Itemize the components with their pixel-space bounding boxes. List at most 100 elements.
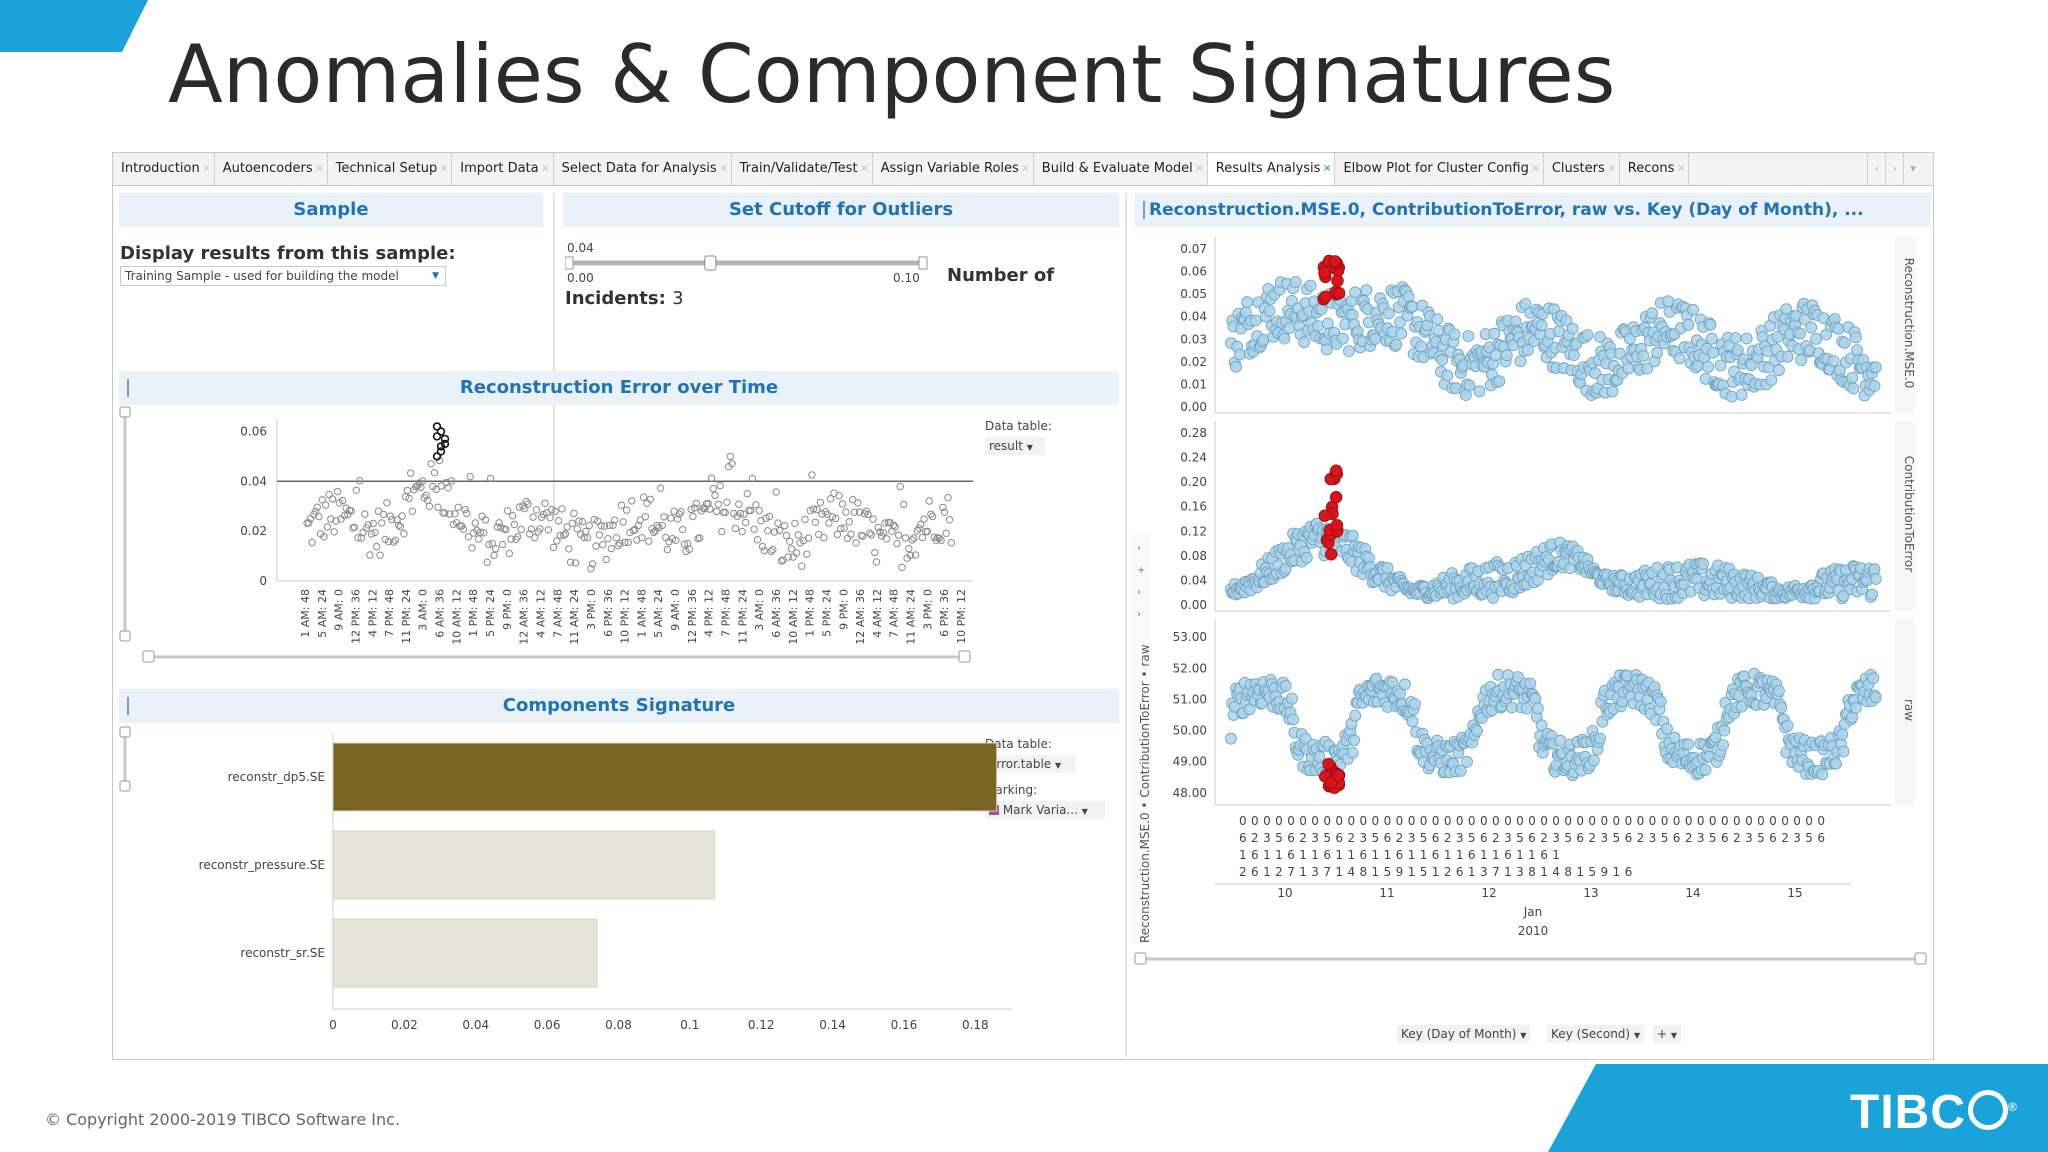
close-icon[interactable]: × (1323, 163, 1332, 174)
tab-elbow-plot-for-cluster-config[interactable]: Elbow Plot for Cluster Config × (1335, 153, 1544, 185)
data-point (587, 565, 595, 573)
close-icon[interactable]: × (1607, 163, 1616, 174)
tab-import-data[interactable]: Import Data × (452, 153, 554, 185)
close-icon[interactable]: × (541, 163, 550, 174)
x-axis-selector-day[interactable]: Key (Day of Month) ▼ (1397, 1025, 1531, 1043)
data-point (791, 519, 799, 528)
data-point (347, 507, 355, 515)
recon-data-table-dropdown[interactable]: result ▼ (985, 437, 1045, 455)
components-data-table-dropdown[interactable]: error.table ▼ (985, 755, 1075, 773)
day-label: 14 (1685, 886, 1700, 900)
close-icon[interactable]: × (315, 163, 324, 174)
tab-autoencoders[interactable]: Autoencoders × (215, 153, 328, 185)
tab-introduction[interactable]: Introduction × (113, 153, 215, 185)
tab-technical-setup[interactable]: Technical Setup × (328, 153, 453, 185)
data-point (488, 539, 496, 548)
tab-scroll-right-icon[interactable]: › (1885, 153, 1904, 185)
bar-reconstr-dp5-se[interactable] (332, 742, 998, 812)
cutoff-panel-title: Set Cutoff for Outliers (563, 193, 1119, 227)
data-point (503, 507, 512, 515)
data-point (1794, 327, 1806, 340)
cutoff-slider-thumb[interactable] (704, 255, 717, 271)
range-handle-right[interactable] (1914, 952, 1927, 965)
close-icon[interactable]: × (1531, 163, 1540, 174)
data-point (614, 541, 622, 550)
data-point (464, 533, 473, 541)
close-icon[interactable]: × (439, 163, 449, 174)
data-point (845, 518, 853, 526)
category-label: reconstr_sr.SE (240, 946, 325, 960)
x-tick-label: 3 AM: 0 (417, 589, 430, 631)
close-icon[interactable]: × (1021, 163, 1030, 174)
tab-label: Assign Variable Roles (880, 161, 1019, 176)
tab-recons[interactable]: Recons × (1620, 153, 1690, 185)
data-point (407, 469, 415, 477)
tab-scroll-left-icon[interactable]: ‹ (1867, 153, 1886, 185)
data-point (935, 534, 944, 543)
data-point (451, 510, 459, 518)
tab-select-data-for-analysis[interactable]: Select Data for Analysis × (554, 153, 732, 185)
data-point (617, 501, 626, 509)
data-point (794, 531, 802, 539)
tab-clusters[interactable]: Clusters × (1544, 153, 1620, 185)
x-axis-selector-second[interactable]: Key (Second) ▼ (1547, 1025, 1645, 1043)
close-icon[interactable]: × (860, 163, 869, 174)
data-point (361, 510, 369, 518)
data-point (1594, 331, 1606, 343)
data-point (680, 540, 689, 548)
data-point (1837, 745, 1850, 758)
data-point (471, 519, 479, 527)
scroll-handle-left[interactable] (142, 650, 155, 663)
data-point (1554, 734, 1567, 747)
data-point (323, 523, 332, 531)
scroll-handle-top[interactable] (119, 726, 131, 738)
x-axis-add-button[interactable]: + ▼ (1653, 1025, 1682, 1043)
tab-results-analysis[interactable]: Results Analysis × (1207, 153, 1336, 185)
data-point (604, 535, 612, 543)
range-handle-left[interactable] (1134, 952, 1147, 965)
scroll-handle-right[interactable] (958, 650, 971, 663)
close-icon[interactable]: × (1195, 163, 1204, 174)
tab-assign-variable-roles[interactable]: Assign Variable Roles × (873, 153, 1034, 185)
data-point (490, 551, 498, 560)
scroll-handle-bottom[interactable] (119, 780, 131, 792)
data-point (313, 503, 321, 511)
data-point (422, 491, 430, 500)
data-point (588, 560, 597, 568)
data-point (736, 509, 745, 518)
cutoff-slider[interactable] (565, 253, 931, 273)
trellis-scatter-chart[interactable]: Reconstruction.MSE.0 • ContributionToErr… (1131, 233, 1931, 1059)
data-point (1846, 371, 1859, 384)
data-point (549, 543, 558, 552)
components-bar-chart[interactable]: reconstr_dp5.SE reconstr_pressure.SErecon… (113, 725, 1113, 1055)
sample-dropdown[interactable]: Training Sample - used for building the … (120, 266, 446, 286)
data-point (622, 506, 631, 514)
data-point (1287, 713, 1300, 726)
tab-menu-chevron-down-icon[interactable]: ▾ (1903, 153, 1922, 185)
x-tick-label: 9 AM: 0 (669, 589, 682, 631)
data-point (311, 507, 320, 516)
close-icon[interactable]: × (1676, 163, 1686, 174)
scroll-handle-bottom[interactable] (119, 630, 131, 642)
side-control-icon: › (1137, 543, 1141, 554)
close-icon[interactable]: × (719, 163, 728, 174)
data-point (1531, 702, 1544, 715)
tab-train-validate-test[interactable]: Train/Validate/Test × (732, 153, 873, 185)
y-tick-label: 0.06 (240, 424, 267, 438)
cutoff-slider-value: 0.04 (567, 241, 594, 255)
data-point (866, 529, 874, 537)
data-point (478, 512, 486, 520)
data-point (762, 514, 770, 522)
data-point (509, 512, 517, 520)
close-icon[interactable]: × (202, 163, 211, 174)
scroll-handle-top[interactable] (119, 406, 131, 418)
bar-reconstr-sr-se[interactable] (332, 918, 598, 988)
tab-build-evaluate-model[interactable]: Build & Evaluate Model × (1034, 153, 1208, 185)
data-point (398, 512, 406, 520)
data-point (427, 460, 435, 468)
bar-reconstr-pressure-se[interactable] (332, 830, 716, 900)
data-point (1312, 320, 1324, 332)
data-point (1461, 755, 1473, 768)
y-tick-label: 52.00 (1173, 661, 1207, 675)
